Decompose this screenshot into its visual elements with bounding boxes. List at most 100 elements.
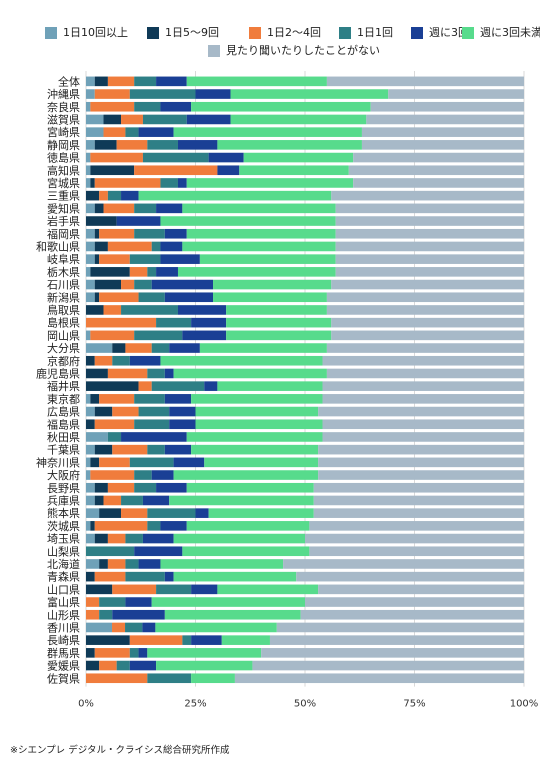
bar-segment	[86, 140, 95, 150]
bar-segment	[195, 508, 209, 518]
bar-segment	[86, 559, 100, 569]
bar-segment	[147, 673, 192, 684]
bar-segment	[129, 660, 157, 671]
bar-segment	[177, 140, 218, 150]
category-label: 千葉県	[47, 443, 80, 457]
bar-segment	[90, 267, 130, 277]
bar-segment	[116, 140, 148, 150]
legend-swatch	[249, 26, 261, 39]
bar-segment	[226, 330, 332, 341]
bar-segment	[86, 381, 139, 391]
bar-segment	[94, 279, 122, 290]
x-tick-label: 75%	[403, 699, 425, 710]
bar-segment	[182, 546, 310, 557]
bar-segment	[261, 648, 524, 658]
category-label: 愛媛県	[47, 659, 80, 673]
bar-segment	[86, 533, 95, 544]
bar-segment	[177, 267, 336, 277]
bar-segment	[86, 444, 95, 455]
bar-segment	[116, 660, 130, 671]
bar-segment	[195, 419, 323, 430]
bar-segment	[94, 241, 108, 252]
bar-segment	[99, 559, 108, 569]
bar-segment	[322, 355, 524, 366]
bar-segment	[269, 635, 524, 645]
category-label: 大分県	[47, 341, 80, 355]
category-label: 長野県	[47, 482, 80, 495]
bar-segment	[112, 622, 126, 633]
category-label: 山形県	[47, 609, 80, 622]
x-tick-label: 0%	[78, 699, 94, 710]
bar-segment	[186, 482, 314, 493]
bar-segment	[90, 101, 135, 112]
bar-segment	[318, 584, 524, 595]
bar-segment	[204, 457, 319, 468]
category-label: 北海道	[47, 557, 80, 571]
bar-segment	[125, 559, 139, 569]
bar-segment	[300, 609, 524, 620]
bar-segment	[86, 190, 100, 201]
bar-segment	[134, 419, 170, 430]
bar-segment	[160, 241, 183, 252]
bar-segment	[335, 228, 524, 239]
legend-label: 1日10回以上	[63, 26, 128, 39]
bar-segment	[335, 241, 524, 252]
bar-segment	[86, 89, 95, 99]
bar-segment	[86, 76, 95, 87]
bar-segment	[86, 127, 104, 137]
bar-segment	[129, 648, 139, 658]
bar-segment	[326, 368, 524, 379]
category-label: 新潟県	[47, 290, 80, 304]
bar-segment	[142, 533, 174, 544]
bar-segment	[94, 355, 113, 366]
category-label: 埼玉県	[47, 532, 80, 546]
bar-segment	[94, 444, 113, 455]
bar-segment	[169, 406, 196, 417]
legend-item: 1日10回以上	[45, 26, 128, 39]
category-label: 島根県	[47, 316, 80, 330]
bar-segment	[182, 330, 227, 341]
bar-segment	[318, 457, 524, 468]
bar-segment	[156, 203, 183, 214]
bar-segment	[86, 267, 91, 277]
category-label: 長崎県	[47, 633, 80, 647]
bar-segment	[142, 114, 187, 125]
bar-segment	[195, 406, 319, 417]
bar-segment	[160, 355, 323, 366]
bar-segment	[173, 368, 327, 379]
bar-segment	[173, 571, 297, 582]
bar-segment	[147, 648, 262, 658]
bar-segment	[112, 343, 126, 353]
bar-segment	[134, 101, 161, 112]
bar-segment	[331, 317, 524, 328]
bar-segment	[276, 622, 524, 633]
bar-segment	[90, 330, 135, 341]
bar-segment	[335, 254, 524, 264]
bar-segment	[94, 406, 113, 417]
bar-segment	[156, 584, 192, 595]
bar-segment	[353, 178, 524, 188]
bar-segment	[147, 267, 157, 277]
bar-segment	[86, 508, 100, 518]
bar-segment	[121, 190, 139, 201]
category-label: 全体	[58, 74, 80, 88]
bar-segment	[99, 457, 130, 468]
bar-segment	[138, 292, 165, 303]
bar-segment	[107, 241, 152, 252]
x-tick-label: 100%	[510, 699, 539, 710]
bar-segment	[309, 546, 524, 557]
legend-item: 見たり聞いたりしたことがない	[208, 44, 380, 57]
bar-segment	[156, 482, 187, 493]
category-label: 青森県	[47, 570, 80, 584]
category-label: 静岡県	[47, 138, 80, 152]
bar-segment	[125, 533, 143, 544]
bar-segment	[199, 254, 336, 264]
bar-segment	[204, 381, 218, 391]
category-label: 徳島県	[47, 151, 80, 165]
bar-segment	[199, 343, 327, 353]
bar-segment	[121, 508, 148, 518]
bar-segment	[156, 267, 178, 277]
bar-segment	[322, 419, 524, 430]
bar-segment	[86, 203, 95, 214]
bar-segment	[99, 597, 126, 607]
